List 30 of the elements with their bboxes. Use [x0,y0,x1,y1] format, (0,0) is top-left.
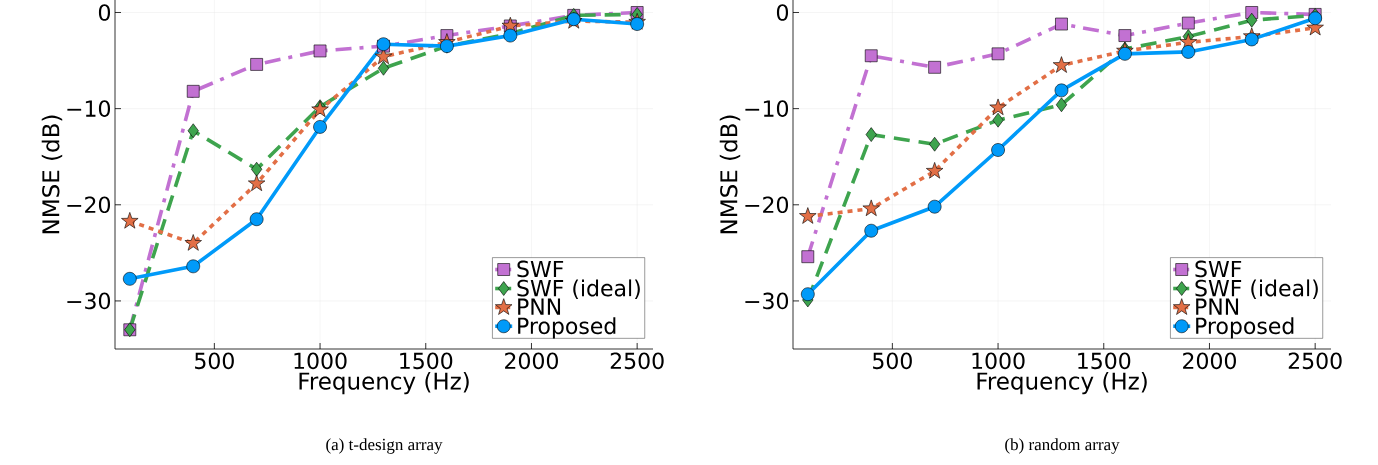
legend-label: SWF [1195,260,1242,278]
y-axis-title: NMSE (dB) [719,115,741,234]
legend-label: PNN [518,298,561,315]
x-axis-title: Frequency (Hz) [977,372,1147,395]
text: (a) t-design array [326,438,443,454]
x-tick-label: 1000 [294,352,347,370]
x-tick-label: 1000 [972,352,1025,370]
x-tick-label: 500 [873,352,912,370]
x-tick-label: 1500 [400,352,453,370]
x-tick-label: 2500 [1288,352,1342,370]
legend-label: SWF [517,260,564,278]
y-tick-label: −20 [67,196,111,214]
text: (b) random array [1005,438,1120,454]
x-axis-title: Frequency (Hz) [299,372,469,395]
x-tick-label: 2000 [1183,352,1236,370]
y-axis-title: NMSE (dB) [41,115,63,234]
legend-label: PNN [1196,298,1239,315]
x-tick-label: 1500 [1078,352,1131,370]
x-tick-label: 2000 [505,352,558,370]
legend-label: Proposed [518,317,616,339]
legend-label: Proposed [1196,317,1294,339]
y-tick-label: 0 [98,4,111,21]
x-tick-label: 500 [195,352,234,370]
y-tick-label: −30 [745,292,789,310]
y-tick-label: −30 [67,292,111,310]
y-tick-label: −20 [745,196,789,214]
y-tick-label: −10 [745,100,789,117]
y-tick-label: −10 [67,100,111,117]
x-tick-label: 2500 [610,352,664,370]
y-tick-label: 0 [776,4,789,21]
